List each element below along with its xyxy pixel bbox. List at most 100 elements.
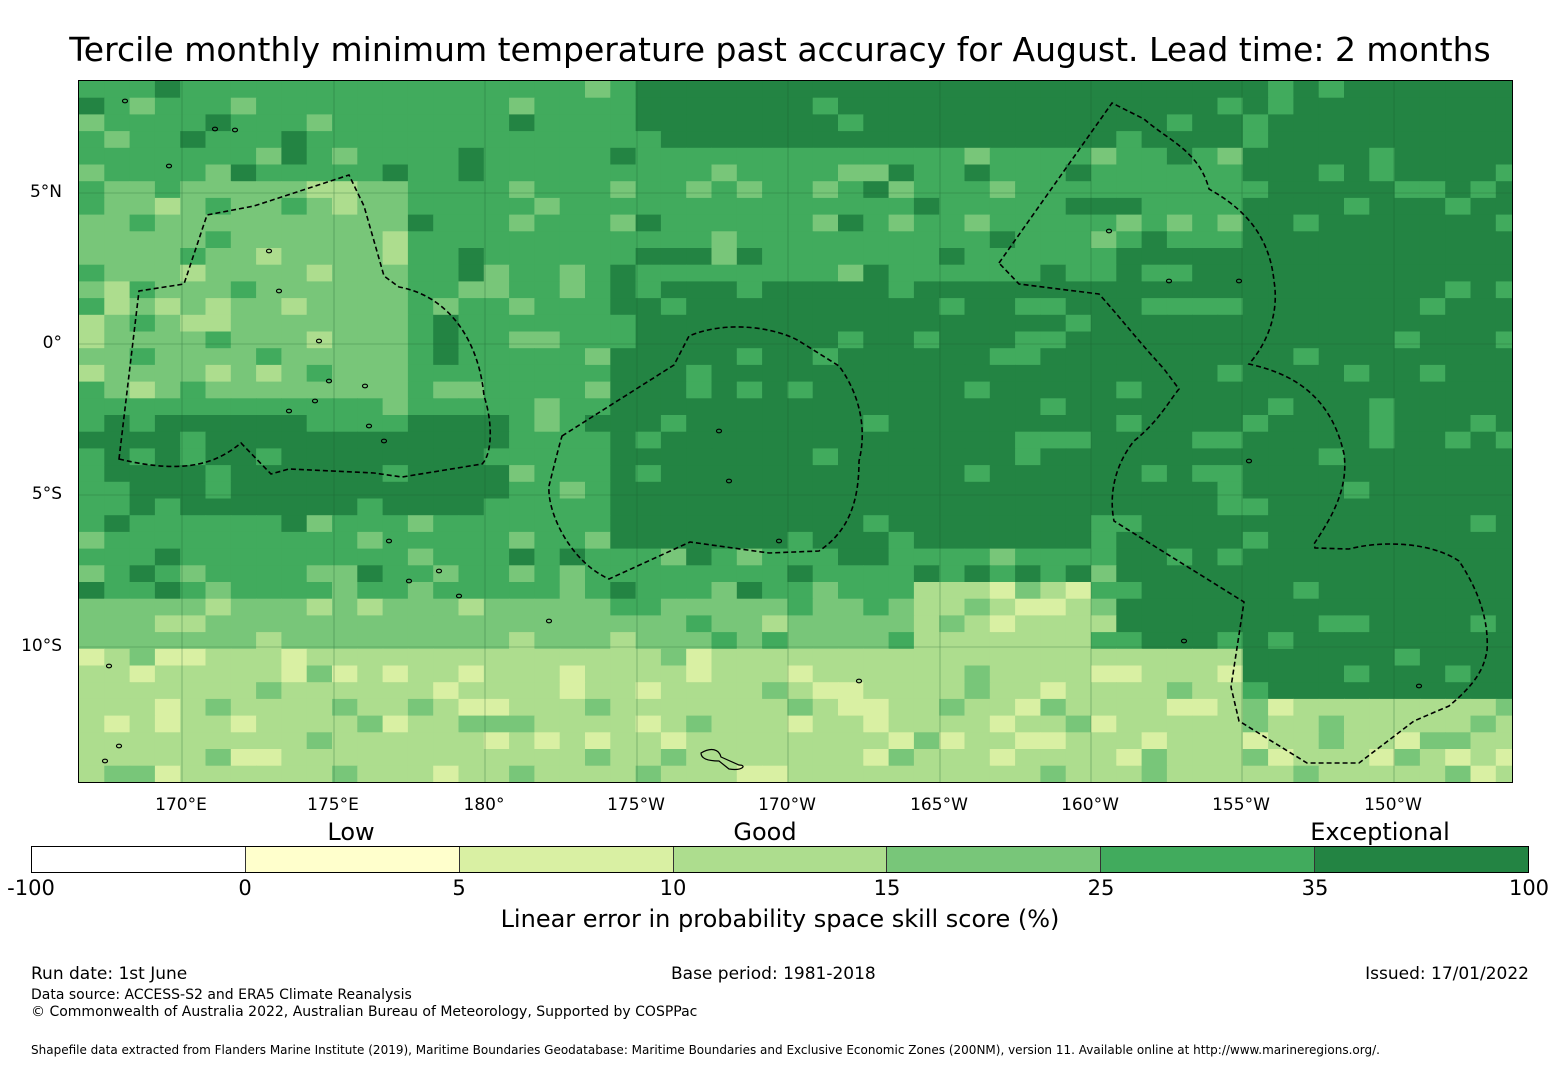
skill-cell <box>104 548 131 566</box>
skill-cell <box>1242 732 1269 750</box>
skill-cell <box>660 498 687 516</box>
skill-cell <box>458 248 485 266</box>
skill-cell <box>1445 398 1472 416</box>
skill-cell <box>407 231 434 249</box>
skill-cell <box>407 431 434 449</box>
skill-cell <box>989 582 1016 600</box>
skill-cell <box>306 481 333 500</box>
skill-cell <box>888 465 915 483</box>
skill-cell <box>964 147 991 166</box>
skill-cell <box>990 782 1016 783</box>
skill-cell <box>1419 598 1446 616</box>
skill-cell <box>357 481 384 500</box>
skill-cell <box>1166 431 1193 449</box>
skill-cell <box>1141 214 1168 232</box>
skill-cell <box>332 698 358 717</box>
skill-cell <box>433 648 460 667</box>
skill-cell <box>180 698 207 717</box>
skill-cell <box>407 348 434 366</box>
skill-cell <box>382 749 409 767</box>
skill-cell <box>585 548 611 566</box>
skill-cell <box>559 281 586 299</box>
skill-cell <box>1344 682 1370 700</box>
island-outline <box>105 663 113 669</box>
skill-cell <box>382 331 409 349</box>
skill-cell <box>306 498 333 516</box>
skill-cell <box>534 81 561 99</box>
skill-cell <box>483 281 510 299</box>
skill-cell <box>812 281 839 299</box>
skill-cell <box>1419 314 1446 333</box>
skill-cell <box>736 281 763 299</box>
skill-cell <box>256 298 282 316</box>
skill-cell <box>407 498 434 516</box>
skill-cell <box>1065 465 1092 483</box>
skill-cell <box>407 381 434 399</box>
skill-cell <box>787 197 814 216</box>
skill-cell <box>104 264 131 282</box>
skill-cell <box>534 364 561 383</box>
skill-cell <box>1470 515 1497 533</box>
skill-cell <box>357 682 384 700</box>
skill-cell <box>1141 749 1168 767</box>
skill-cell <box>1141 348 1168 366</box>
skill-cell <box>483 231 510 249</box>
skill-cell <box>888 582 915 600</box>
skill-cell <box>1293 765 1320 782</box>
skill-score-map[interactable] <box>78 80 1513 783</box>
skill-cell <box>686 214 713 232</box>
skill-cell <box>1344 431 1370 449</box>
skill-cell <box>787 415 814 433</box>
skill-cell <box>256 231 282 249</box>
skill-cell <box>1015 331 1041 349</box>
skill-cell <box>154 682 181 700</box>
skill-cell <box>1065 582 1092 600</box>
skill-cell <box>433 665 460 683</box>
skill-cell <box>1268 448 1294 466</box>
skill-cell <box>686 732 713 750</box>
skill-cell <box>1293 598 1320 616</box>
skill-cell <box>534 481 561 500</box>
skill-cell <box>1445 197 1472 216</box>
skill-cell <box>1470 582 1497 600</box>
skill-cell <box>686 648 713 667</box>
skill-cell <box>281 331 308 349</box>
skill-cell <box>458 465 485 483</box>
skill-cell <box>989 548 1016 566</box>
skill-cell <box>913 364 940 383</box>
skill-cell <box>509 231 535 249</box>
skill-cell <box>1192 364 1219 383</box>
skill-cell <box>1242 632 1269 650</box>
skill-cell <box>1015 398 1041 416</box>
skill-cell <box>585 398 611 416</box>
skill-cell <box>660 331 687 349</box>
skill-cell <box>129 147 156 166</box>
skill-cell <box>1242 97 1269 115</box>
skill-cell <box>863 765 890 782</box>
skill-cell <box>205 765 232 782</box>
skill-cell <box>104 481 131 500</box>
skill-cell <box>838 615 864 633</box>
skill-cell <box>1344 214 1370 232</box>
skill-cell <box>1344 364 1370 383</box>
skill-cell <box>585 648 611 667</box>
skill-cell <box>1116 715 1143 733</box>
skill-cell <box>1166 698 1193 717</box>
skill-cell <box>281 498 308 516</box>
skill-cell <box>1192 431 1219 449</box>
skill-cell <box>1268 81 1294 99</box>
skill-cell <box>1116 197 1143 216</box>
skill-cell <box>509 415 535 433</box>
skill-cell <box>1470 131 1497 149</box>
skill-cell <box>1394 682 1421 700</box>
skill-cell <box>888 264 915 282</box>
skill-cell <box>989 682 1016 700</box>
skill-cell <box>1192 715 1219 733</box>
skill-cell <box>1217 698 1244 717</box>
skill-cell <box>534 515 561 533</box>
skill-cell <box>1065 682 1092 700</box>
skill-cell <box>306 264 333 282</box>
skill-cell <box>534 231 561 249</box>
skill-cell <box>483 381 510 399</box>
skill-cell <box>1470 548 1497 566</box>
